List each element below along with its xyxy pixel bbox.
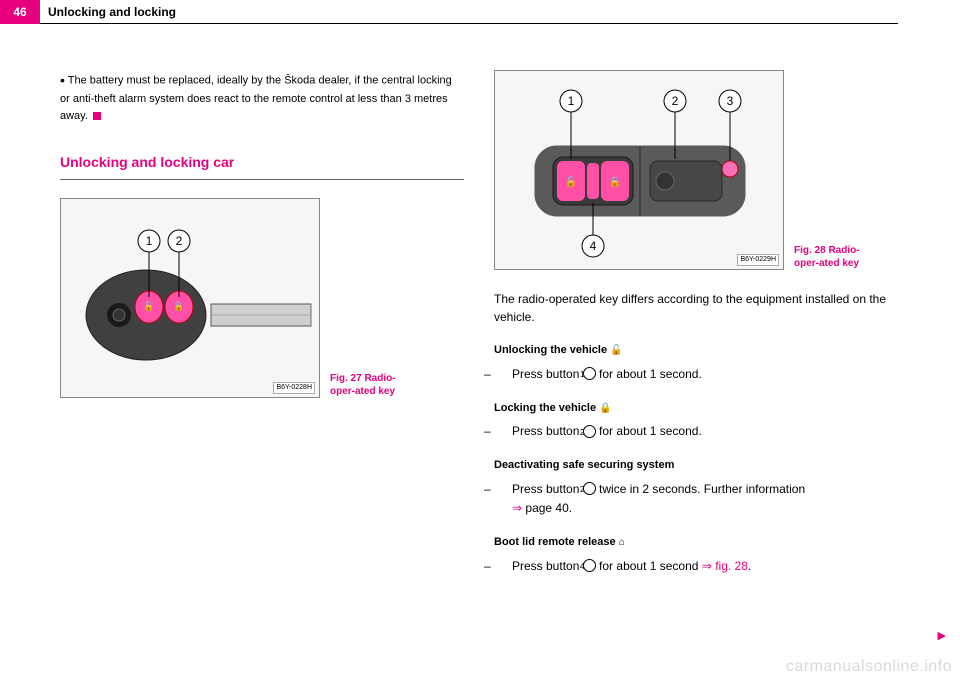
bullet-icon: • xyxy=(60,72,65,88)
deact-btn-ref: 2 xyxy=(583,482,596,495)
fig28-callout-3: 3 xyxy=(727,94,734,108)
right-column: 🔓 🔒 1 2 3 4 xyxy=(494,70,898,652)
fig27-code: B6Y-0228H xyxy=(273,382,315,395)
end-square-icon xyxy=(93,112,101,120)
unlock-step: –Press button 1 for about 1 second. xyxy=(494,365,898,384)
page-number-tab: 46 xyxy=(0,0,40,24)
fig28-callout-1: 1 xyxy=(568,94,575,108)
svg-text:🔓: 🔓 xyxy=(565,175,577,188)
left-column: • The battery must be replaced, ideally … xyxy=(60,70,464,652)
figure-27-svg: 🔓 🔒 1 2 xyxy=(61,199,321,399)
figure-28: 🔓 🔒 1 2 3 4 xyxy=(494,70,784,270)
figure-27-block: 🔓 🔒 1 2 B6Y-0228H Fig. 27 Radio-oper-ate… xyxy=(60,198,464,398)
unlock-heading: Unlocking the vehicle 🔓 xyxy=(494,342,898,359)
fig27-callout-2: 2 xyxy=(176,234,183,248)
unlock-heading-text: Unlocking the vehicle xyxy=(494,344,607,356)
section-rule xyxy=(60,179,464,180)
lock-icon: 🔒 xyxy=(599,403,611,414)
figure-28-block: 🔓 🔒 1 2 3 4 xyxy=(494,70,898,270)
figure-28-svg: 🔓 🔒 1 2 3 4 xyxy=(495,71,785,271)
unlock-icon: 🔓 xyxy=(610,345,622,356)
page-arrow-icon: ⇒ xyxy=(512,501,522,515)
boot-heading: Boot lid remote release ⌂ xyxy=(494,534,898,551)
lock-step-a: Press button xyxy=(512,424,583,438)
lock-step-b: for about 1 second. xyxy=(596,424,702,438)
svg-text:🔒: 🔒 xyxy=(609,176,621,188)
lock-btn-ref: 2 xyxy=(583,425,596,438)
boot-icon: ⌂ xyxy=(619,537,625,548)
section-heading: Unlocking and locking car xyxy=(60,152,464,173)
fig-arrow-icon: ⇒ xyxy=(702,559,712,573)
lock-step: –Press button 2 for about 1 second. xyxy=(494,422,898,441)
lock-heading: Locking the vehicle 🔒 xyxy=(494,400,898,417)
deact-step-b: twice in 2 seconds. Further information xyxy=(596,482,805,496)
battery-text-1: The battery must be replaced, ideally by… xyxy=(68,74,382,86)
figure-27: 🔓 🔒 1 2 B6Y-0228H xyxy=(60,198,320,398)
svg-text:🔓: 🔓 xyxy=(143,300,154,311)
content-columns: • The battery must be replaced, ideally … xyxy=(60,70,898,652)
unlock-step-a: Press button xyxy=(512,367,583,381)
boot-step: –Press button 4 for about 1 second ⇒ fig… xyxy=(494,557,898,576)
boot-btn-ref: 4 xyxy=(583,559,596,572)
header-title: Unlocking and locking xyxy=(48,5,176,19)
deact-step-a: Press button xyxy=(512,482,583,496)
fig27-caption: Fig. 27 Radio-oper-ated key xyxy=(330,372,420,398)
fig28-code: B6Y-0229H xyxy=(737,254,779,267)
deactivate-heading: Deactivating safe securing system xyxy=(494,457,898,474)
battery-paragraph: • The battery must be replaced, ideally … xyxy=(60,70,464,124)
fig28-callout-4: 4 xyxy=(590,239,597,253)
intro-paragraph: The radio-operated key differs according… xyxy=(494,290,898,326)
deactivate-step: –Press button 2 twice in 2 seconds. Furt… xyxy=(494,480,898,518)
fig28-caption: Fig. 28 Radio-oper-ated key xyxy=(794,244,884,270)
unlock-btn-ref: 1 xyxy=(583,367,596,380)
boot-step-c: fig. 28 xyxy=(712,559,748,573)
boot-step-period: . xyxy=(748,559,751,573)
deact-step-c: page 40. xyxy=(522,501,572,515)
lock-heading-text: Locking the vehicle xyxy=(494,402,596,414)
boot-heading-text: Boot lid remote release xyxy=(494,536,616,548)
fig27-callout-1: 1 xyxy=(146,234,153,248)
unlock-step-b: for about 1 second. xyxy=(596,367,702,381)
continue-arrow-icon: ▶ xyxy=(938,628,946,645)
boot-step-a: Press button xyxy=(512,559,583,573)
watermark: carmanualsonline.info xyxy=(786,658,952,676)
svg-text:🔒: 🔒 xyxy=(173,301,184,311)
boot-step-b: for about 1 second xyxy=(596,559,702,573)
fig28-callout-2: 2 xyxy=(672,94,679,108)
